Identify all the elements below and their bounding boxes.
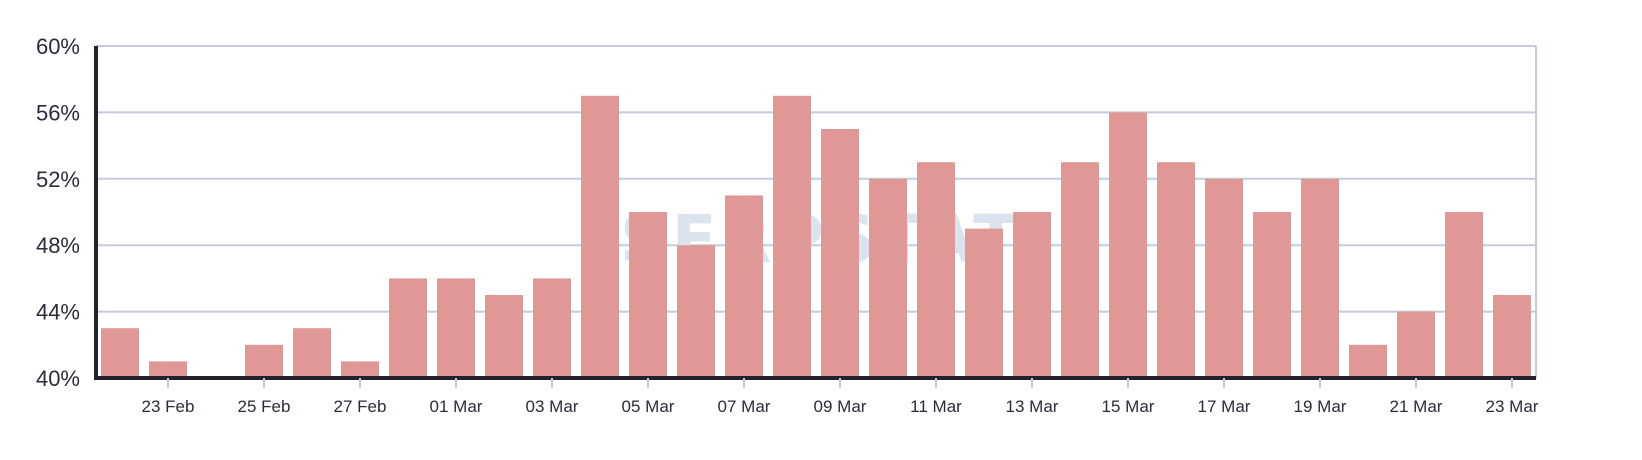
bar [101, 328, 139, 378]
y-tick-label: 52% [36, 167, 80, 192]
bar [1013, 212, 1051, 378]
bar [629, 212, 667, 378]
bar [1157, 162, 1195, 378]
bar [485, 295, 523, 378]
x-axis-ticks: 23 Feb 25 Feb 27 Feb 01 Mar 03 Mar 05 Mar 07 M… [142, 378, 1539, 416]
x-tick-label: 11 Mar [910, 397, 962, 416]
bar [1205, 178, 1243, 378]
y-tick-label: 56% [36, 100, 80, 125]
bar [293, 328, 331, 378]
y-axis-ticks: 40% 44% 48% 52% 56% 60% [36, 34, 80, 391]
x-tick-label: 27 Feb [334, 397, 387, 416]
grid-lines [96, 45, 1537, 378]
bar [245, 344, 283, 378]
bar [773, 95, 811, 379]
y-tick-label: 44% [36, 300, 80, 325]
x-tick-label: 01 Mar [430, 397, 483, 416]
y-tick-label: 40% [36, 366, 80, 391]
bar [1349, 344, 1387, 378]
bar [437, 278, 475, 378]
bar [917, 162, 955, 378]
bar [581, 95, 619, 379]
x-tick-label: 19 Mar [1294, 397, 1347, 416]
x-tick-label: 15 Mar [1102, 397, 1155, 416]
y-tick-label: 48% [36, 233, 80, 258]
y-tick-label: 60% [36, 34, 80, 59]
bar [677, 245, 715, 378]
bar [149, 361, 187, 378]
x-tick-label: 21 Mar [1390, 397, 1443, 416]
axes [94, 46, 1536, 380]
bar [341, 361, 379, 378]
x-tick-label: 25 Feb [238, 397, 291, 416]
bar [1397, 311, 1435, 378]
x-tick-label: 13 Mar [1006, 397, 1059, 416]
bar [1301, 178, 1339, 378]
bar [1109, 112, 1147, 379]
x-tick-label: 17 Mar [1198, 397, 1251, 416]
x-tick-label: 23 Feb [142, 397, 195, 416]
bar [389, 278, 427, 378]
x-tick-label: 05 Mar [622, 397, 675, 416]
bar [821, 129, 859, 378]
x-tick-label: 23 Mar [1486, 397, 1539, 416]
bar [533, 278, 571, 378]
bar [965, 228, 1003, 378]
x-tick-label: 09 Mar [814, 397, 867, 416]
bar [869, 178, 907, 378]
bars [101, 95, 1531, 379]
x-tick-label: 07 Mar [718, 397, 771, 416]
bar [1061, 162, 1099, 378]
bar [1493, 295, 1531, 378]
bar [1253, 212, 1291, 378]
bar [725, 195, 763, 378]
bar [1445, 212, 1483, 378]
x-tick-label: 03 Mar [526, 397, 579, 416]
